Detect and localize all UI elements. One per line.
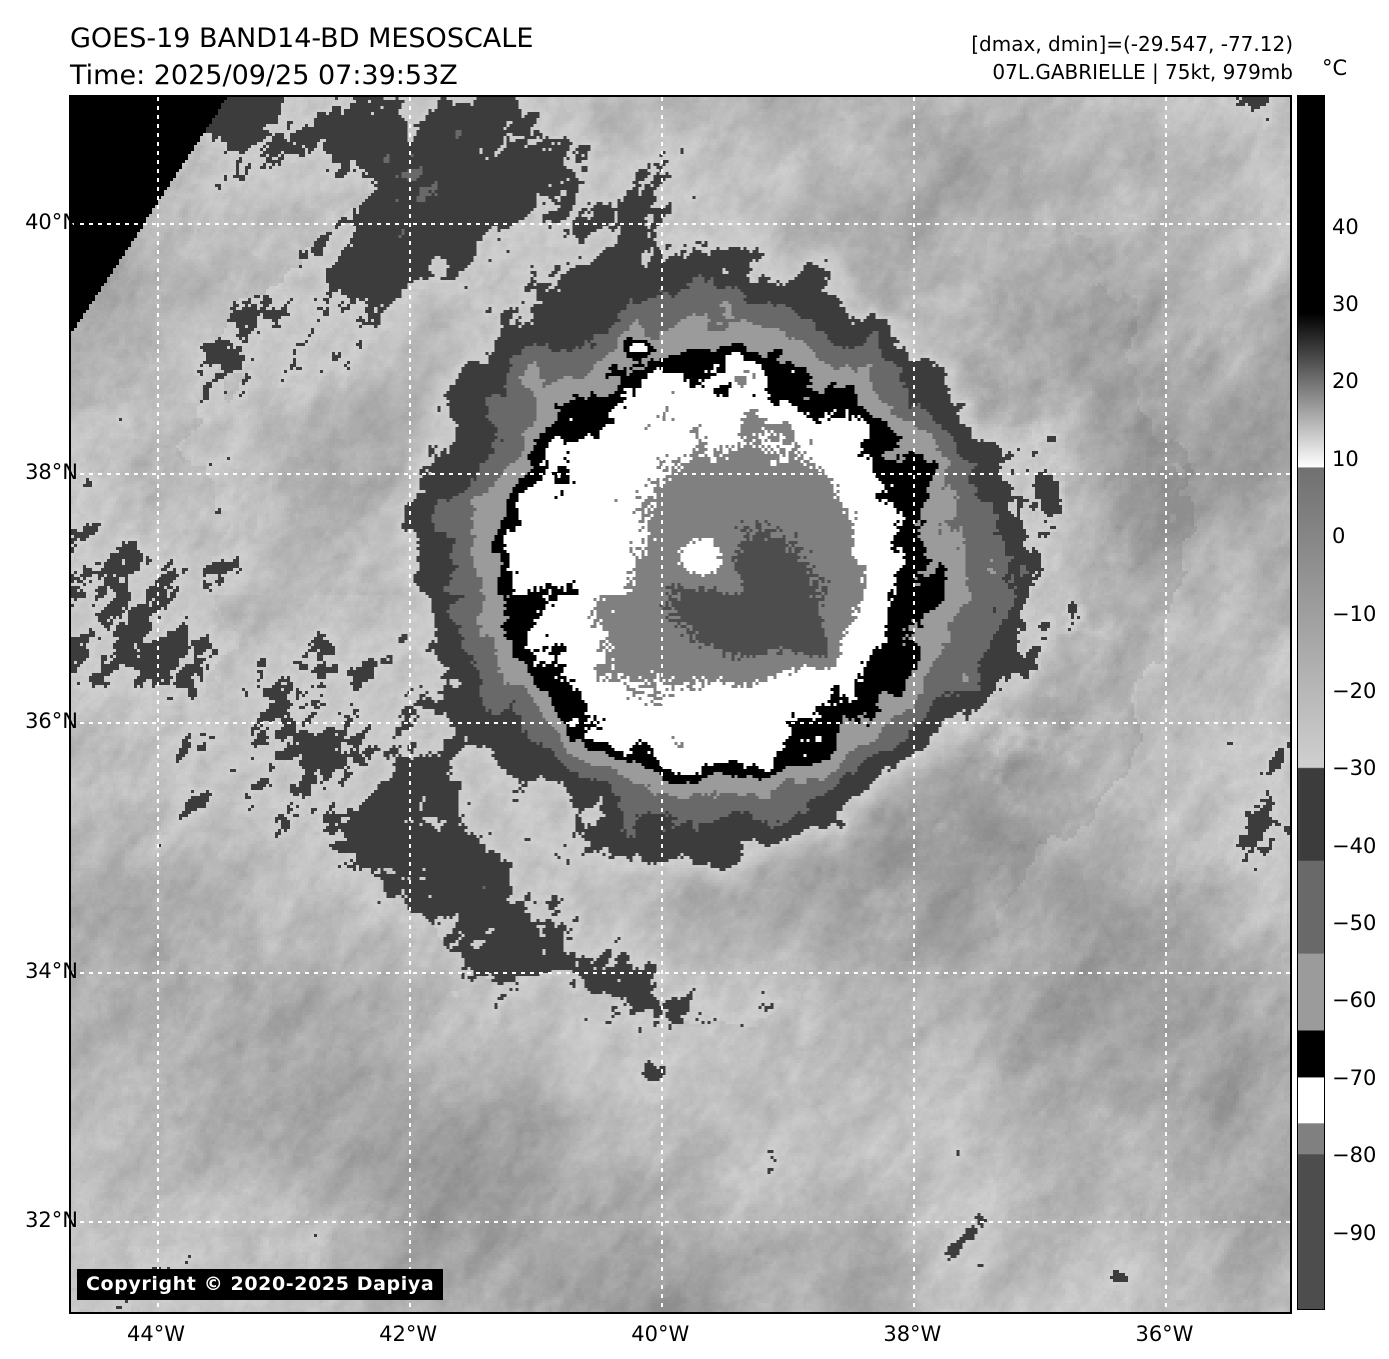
lon-tick-label: 36°W xyxy=(1135,1322,1194,1346)
lon-tick-label: 40°W xyxy=(631,1322,690,1346)
lat-tick-label: 34°N xyxy=(25,958,78,983)
colorbar-unit-label: °C xyxy=(1322,56,1348,80)
gridline-lat xyxy=(71,472,1290,475)
colorbar-gradient xyxy=(1297,95,1325,1310)
product-title: GOES-19 BAND14-BD MESOSCALE xyxy=(70,23,534,54)
infrared-satellite-image xyxy=(71,97,1290,1312)
header-left-block: GOES-19 BAND14-BD MESOSCALE Time: 2025/0… xyxy=(70,20,533,94)
colorbar-tick-label: −80 xyxy=(1332,1143,1377,1168)
colorbar-tick-label: 30 xyxy=(1332,291,1359,316)
gridline-lat xyxy=(71,223,1290,226)
dmax-dmin-label: [dmax, dmin]=(-29.547, -77.12) xyxy=(971,32,1293,56)
lat-tick-label: 38°N xyxy=(25,459,78,484)
colorbar-tick-label: 40 xyxy=(1332,214,1359,239)
gridline-lat xyxy=(71,971,1290,974)
copyright-banner: Copyright © 2020-2025 Dapiya xyxy=(77,1269,444,1300)
gridline-lat xyxy=(71,722,1290,725)
colorbar-tick-label: −90 xyxy=(1332,1220,1377,1245)
observation-time: Time: 2025/09/25 07:39:53Z xyxy=(70,60,458,91)
lon-tick-label: 44°W xyxy=(126,1322,185,1346)
gridline-lon xyxy=(661,97,664,1312)
lat-tick-label: 32°N xyxy=(25,1208,78,1233)
gridline-lon xyxy=(409,97,412,1312)
lon-tick-label: 42°W xyxy=(379,1322,438,1346)
colorbar-tick-label: −10 xyxy=(1332,601,1377,626)
lat-tick-label: 36°N xyxy=(25,709,78,734)
satellite-map-plot[interactable]: Copyright © 2020-2025 Dapiya xyxy=(69,95,1292,1314)
gridline-lon xyxy=(156,97,159,1312)
colorbar-tick-label: 20 xyxy=(1332,369,1359,394)
gridline-lat xyxy=(71,1221,1290,1224)
colorbar-tick-label: −20 xyxy=(1332,678,1377,703)
lat-tick-label: 40°N xyxy=(25,210,78,235)
colorbar-tick-label: −70 xyxy=(1332,1065,1377,1090)
colorbar-tick-label: −30 xyxy=(1332,756,1377,781)
colorbar-tick-label: −40 xyxy=(1332,833,1377,858)
colorbar-tick-label: 0 xyxy=(1332,524,1346,549)
colorbar[interactable] xyxy=(1297,95,1325,1310)
gridline-lon xyxy=(1165,97,1168,1312)
lon-tick-label: 38°W xyxy=(883,1322,942,1346)
graticule-grid xyxy=(71,97,1290,1312)
storm-info-label: 07L.GABRIELLE | 75kt, 979mb xyxy=(992,60,1293,84)
colorbar-tick-label: −50 xyxy=(1332,911,1377,936)
colorbar-tick-label: 10 xyxy=(1332,446,1359,471)
colorbar-tick-label: −60 xyxy=(1332,988,1377,1013)
gridline-lon xyxy=(913,97,916,1312)
header-right-block: [dmax, dmin]=(-29.547, -77.12) 07L.GABRI… xyxy=(971,30,1293,86)
